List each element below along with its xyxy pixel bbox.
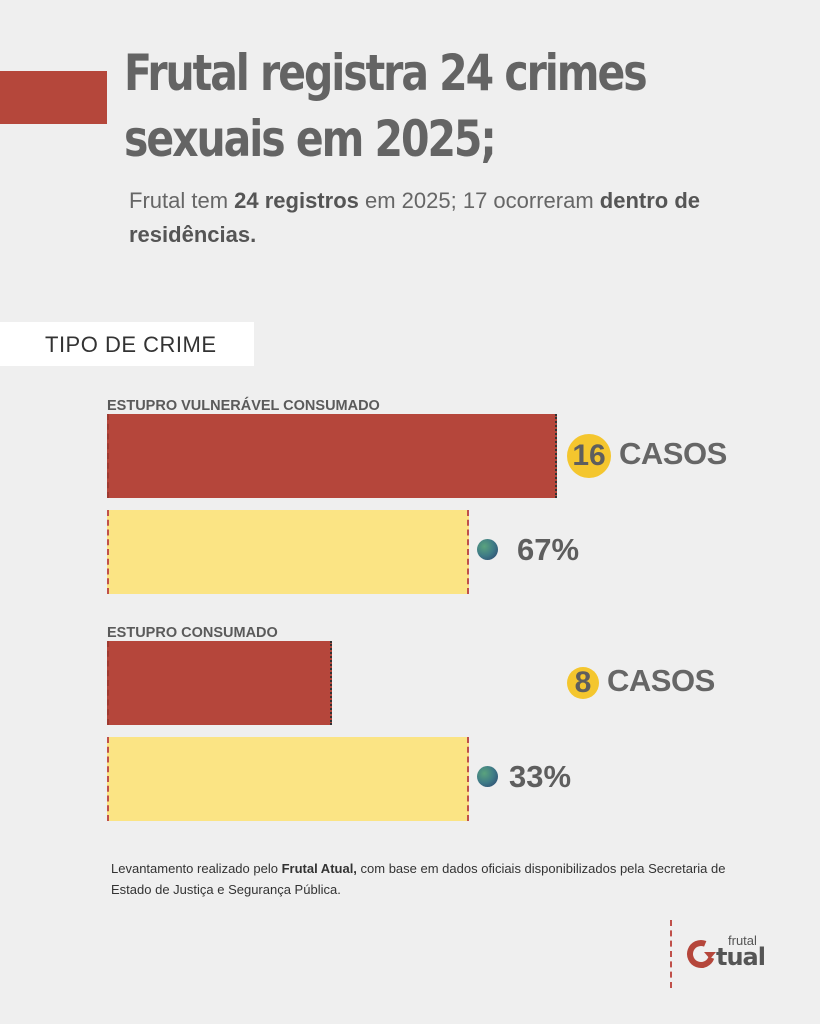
cases-unit-label: CASOS [607, 663, 715, 698]
footnote-bold: Frutal Atual, [281, 861, 357, 876]
section-label-box: TIPO DE CRIME [0, 322, 254, 366]
percent-bar [107, 510, 469, 594]
cases-bar [107, 641, 332, 725]
percent-bar [107, 737, 469, 821]
percent-label: 67% [517, 532, 580, 567]
crime-type-label: ESTUPRO CONSUMADO [107, 625, 278, 641]
percent-dot-icon [477, 539, 498, 560]
cases-unit-label: CASOS [619, 436, 727, 471]
percent-dot-icon [477, 766, 498, 787]
subtitle-text-2: em 2025; 17 ocorreram [358, 188, 600, 213]
footnote-text-1: Levantamento realizado pelo [111, 861, 282, 876]
subtitle-text-1: Frutal tem [129, 188, 235, 213]
section-label: TIPO DE CRIME [45, 332, 217, 357]
footnote-text-2: com base em dados oficiais disponibiliza… [111, 861, 726, 897]
cases-count-badge: 16 [567, 434, 611, 478]
logo-big-text: tual [716, 943, 765, 970]
page-title: Frutal registra 24 crimes sexuais em 202… [124, 44, 648, 168]
subtitle-bold-2: dentro de residências. [129, 188, 701, 247]
footnote: Levantamento realizado pelo Frutal Atual… [111, 858, 731, 900]
percent-label: 33% [509, 759, 572, 794]
subtitle-bold-1: 24 registros [234, 188, 359, 213]
logo-divider [670, 920, 672, 988]
logo-arrow-icon [704, 952, 716, 959]
cases-bar [107, 414, 557, 498]
cases-count-badge: 8 [567, 667, 599, 699]
logo-small-text: frutal [728, 933, 757, 948]
frutal-atual-logo: frutal tual [687, 933, 766, 970]
accent-block [0, 71, 107, 124]
page-subtitle: Frutal tem 24 registros em 2025; 17 ocor… [129, 184, 729, 252]
crime-type-label: ESTUPRO VULNERÁVEL CONSUMADO [107, 398, 380, 414]
